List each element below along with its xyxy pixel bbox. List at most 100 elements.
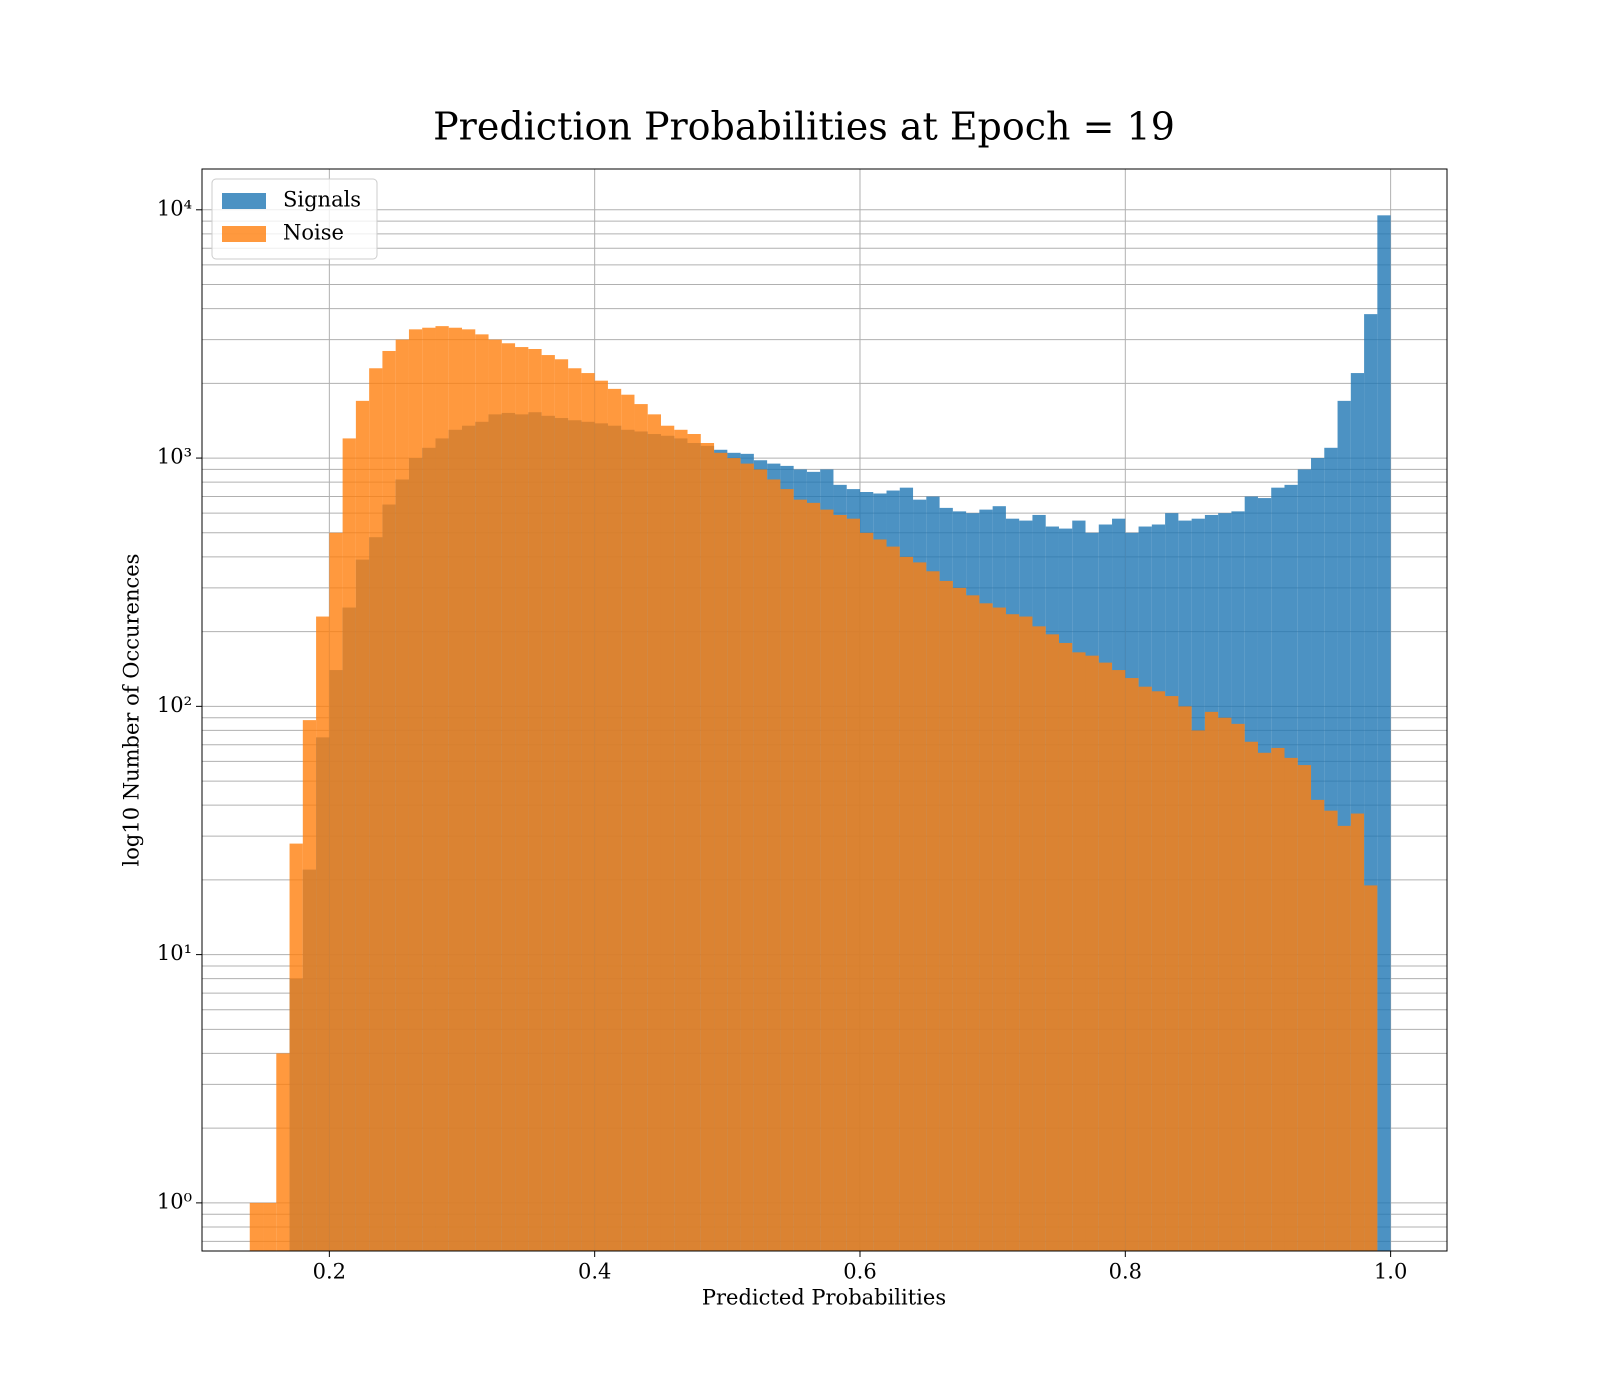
y-tick-label: 10¹ (157, 941, 192, 965)
bar (926, 571, 940, 1251)
bar (408, 329, 423, 1251)
bar (833, 514, 847, 1251)
bar (873, 539, 887, 1251)
bar (1019, 616, 1033, 1251)
bar (342, 438, 356, 1251)
chart-title: Prediction Probabilities at Epoch = 19 (433, 105, 1175, 149)
bar (1337, 825, 1351, 1251)
bar (687, 434, 701, 1251)
bar (1045, 634, 1059, 1251)
y-tick-label: 10² (157, 693, 192, 717)
bar (501, 343, 516, 1251)
bar (1072, 652, 1086, 1251)
bar (594, 380, 608, 1251)
bar (581, 373, 595, 1251)
bar (1151, 691, 1166, 1251)
bar (913, 562, 927, 1251)
bar (488, 339, 502, 1252)
bar (1058, 642, 1073, 1251)
bar (435, 326, 449, 1251)
bar (700, 443, 715, 1251)
bar (1231, 723, 1245, 1251)
bar (727, 458, 741, 1251)
bar (846, 518, 860, 1251)
bar (767, 479, 781, 1251)
bar (263, 1202, 277, 1251)
bar (329, 532, 343, 1251)
legend: Signals Noise (211, 178, 378, 260)
bar (395, 339, 409, 1252)
bar (1257, 752, 1272, 1251)
x-tick-label: 0.2 (313, 1260, 346, 1284)
legend-label: Signals (283, 188, 361, 212)
bars (249, 215, 1391, 1252)
bar (1191, 730, 1205, 1251)
y-tick-label: 10⁴ (157, 196, 192, 220)
bar (528, 349, 542, 1252)
bar (634, 404, 648, 1251)
y-axis-label: log10 Number of Occurences (120, 554, 144, 867)
bar (1085, 655, 1099, 1251)
bar (515, 347, 529, 1251)
bar (249, 1202, 264, 1251)
bar (1125, 678, 1139, 1251)
bar (740, 463, 754, 1251)
bar (289, 843, 303, 1251)
bar (714, 452, 728, 1252)
bar (422, 327, 436, 1252)
bar (1112, 670, 1126, 1251)
bar (1165, 696, 1179, 1251)
bar (1005, 614, 1020, 1251)
bar (607, 388, 622, 1251)
bar (1297, 765, 1312, 1251)
x-axis-label: Predicted Probabilities (702, 1286, 946, 1310)
bar (475, 334, 489, 1251)
bar (448, 327, 463, 1252)
x-tick-label: 1.0 (1374, 1260, 1407, 1284)
bar (1138, 686, 1152, 1251)
plot-frame (201, 168, 1448, 1252)
legend-swatch (222, 226, 266, 242)
bar (979, 603, 993, 1251)
bar (1311, 799, 1325, 1251)
bar (382, 350, 396, 1251)
legend-swatch (222, 193, 266, 209)
bar (674, 429, 688, 1251)
bar (302, 720, 317, 1251)
bar (1364, 885, 1378, 1251)
bar (1324, 810, 1338, 1251)
bar (966, 595, 980, 1251)
legend-label: Noise (283, 221, 344, 245)
bar (647, 414, 661, 1252)
bar (793, 499, 807, 1252)
bar (568, 368, 582, 1251)
y-tick-label: 10⁰ (157, 1189, 192, 1213)
x-tick-label: 0.6 (843, 1260, 876, 1284)
bar (1218, 717, 1232, 1251)
bar (554, 359, 569, 1251)
bar (939, 580, 953, 1251)
bar (992, 607, 1006, 1251)
bar (1377, 215, 1391, 1252)
y-tick-label: 10³ (157, 445, 192, 469)
bar (780, 489, 794, 1251)
bar (859, 532, 874, 1251)
bar (369, 368, 383, 1251)
bar (753, 469, 768, 1251)
bar (316, 616, 330, 1251)
bar (1271, 747, 1285, 1251)
bar (660, 425, 675, 1251)
x-tick-label: 0.4 (578, 1260, 611, 1284)
axes: 10⁰ 10¹ 10² 10³ 10⁴ 0.2 0.4 0.6 0.8 1.0 (157, 168, 1448, 1284)
bar (462, 329, 476, 1251)
bar (1098, 662, 1113, 1251)
bar (1178, 706, 1192, 1251)
bar (276, 1053, 290, 1251)
bar (1032, 626, 1046, 1251)
bar (1204, 711, 1219, 1251)
bar (820, 509, 834, 1251)
bar (1350, 813, 1365, 1251)
bar (952, 587, 967, 1251)
bar (886, 546, 900, 1251)
